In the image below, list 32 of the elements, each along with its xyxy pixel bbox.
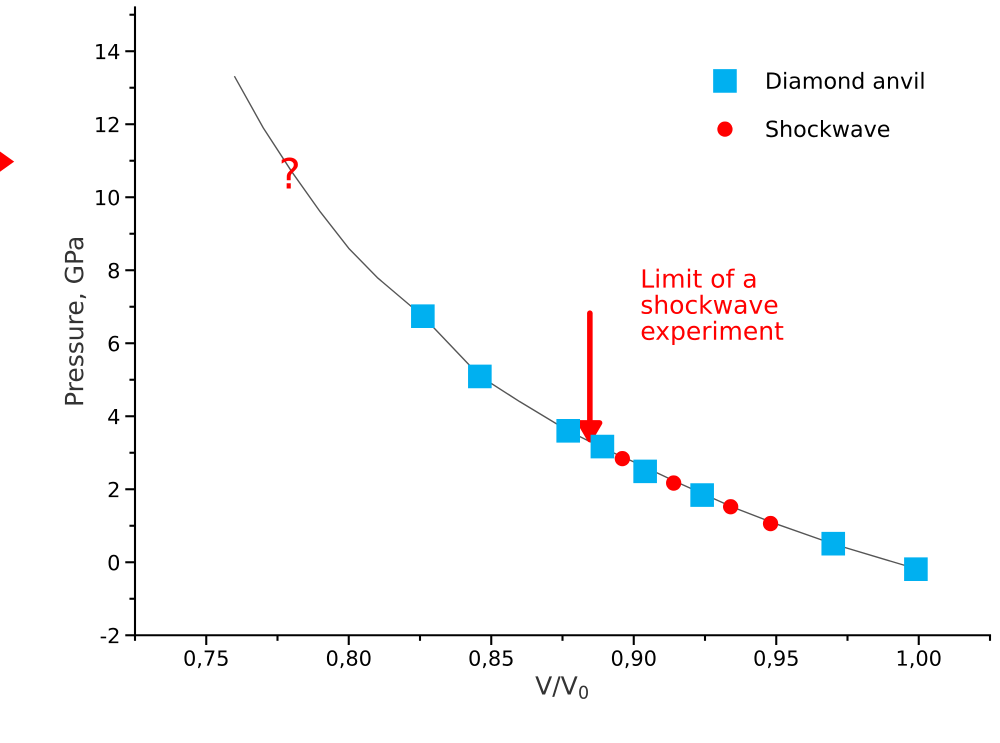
point bbox=[904, 557, 928, 581]
y-tick-label: 10 bbox=[96, 190, 120, 206]
point bbox=[411, 304, 435, 328]
y-tick-label: 4 bbox=[108, 408, 120, 424]
point bbox=[821, 532, 846, 556]
legend-label: Shockwave bbox=[766, 120, 890, 138]
y-tick-label: 2 bbox=[108, 482, 118, 498]
point bbox=[723, 499, 738, 514]
y-tick-label: 12 bbox=[96, 116, 118, 132]
legend-label: Diamond anvil bbox=[767, 72, 924, 90]
y-axis-title: Pressure, GPa bbox=[64, 238, 86, 405]
point bbox=[468, 364, 492, 388]
annotation: Limit of a shockwave experiment bbox=[642, 268, 784, 345]
point bbox=[690, 483, 714, 507]
point bbox=[556, 419, 580, 443]
x-tick-label: 1,00 bbox=[898, 650, 941, 668]
y-tick-label: 8 bbox=[108, 262, 119, 278]
point bbox=[590, 434, 614, 458]
x-tick-label: 0,85 bbox=[469, 650, 513, 668]
point bbox=[633, 460, 657, 484]
point bbox=[614, 450, 630, 466]
x-axis-title: V/V$_{0}$ bbox=[535, 676, 588, 699]
x-tick-label: 0,75 bbox=[184, 650, 228, 668]
y-tick-label: -2 bbox=[100, 628, 118, 644]
y-tick-label: 6 bbox=[108, 336, 120, 352]
point bbox=[666, 475, 682, 491]
point bbox=[762, 516, 778, 532]
y-tick-label: 0 bbox=[108, 554, 120, 570]
x-tick-label: 0,80 bbox=[326, 650, 371, 668]
x-tick-label: 0,90 bbox=[612, 650, 656, 668]
x-tick-label: 0,95 bbox=[754, 650, 798, 668]
y-tick-label: 14 bbox=[96, 44, 120, 60]
